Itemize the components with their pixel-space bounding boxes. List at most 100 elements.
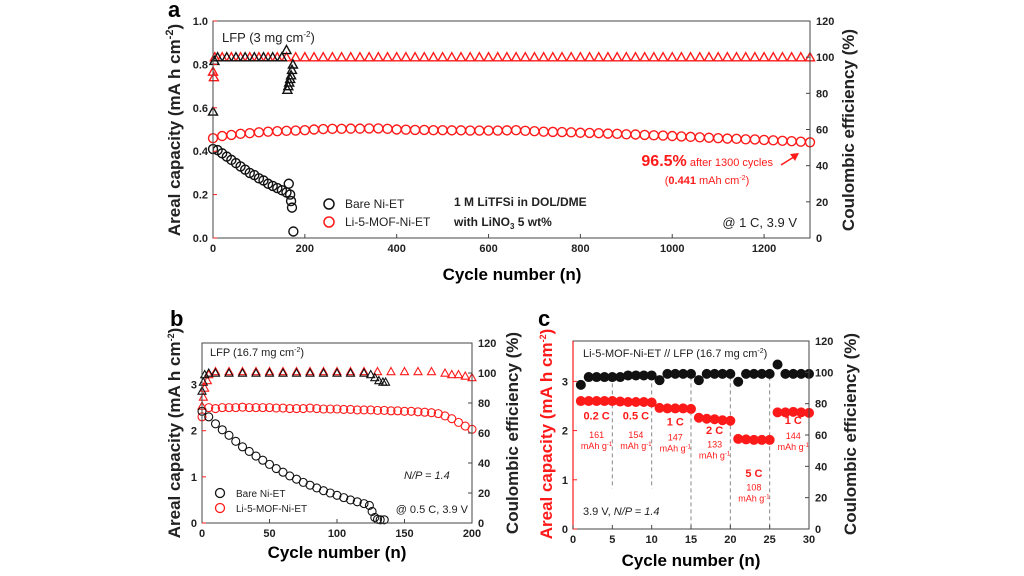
data-point xyxy=(654,375,665,386)
data-point xyxy=(285,195,297,207)
x-tick-label: 15 xyxy=(685,534,697,546)
data-point xyxy=(731,133,742,145)
data-point xyxy=(224,430,234,440)
legend-a: Bare Ni-ET Li-5-MOF-Ni-ET xyxy=(323,197,431,229)
data-point-triangle xyxy=(237,367,248,377)
data-point xyxy=(772,359,783,370)
data-point xyxy=(409,124,421,136)
data-point xyxy=(740,134,751,145)
data-point xyxy=(703,132,715,143)
data-point xyxy=(244,127,255,139)
data-point xyxy=(453,417,464,427)
y-right-tick-label: 40 xyxy=(478,458,490,470)
data-point-triangle xyxy=(574,51,587,62)
y-right-tick-label: 100 xyxy=(478,368,496,380)
retention-label-a: 96.5% after 1300 cycles xyxy=(641,153,773,170)
data-point xyxy=(352,497,362,507)
data-point-triangle xyxy=(318,367,329,377)
data-point-triangle xyxy=(740,51,752,62)
y-right-tick-label: 100 xyxy=(816,52,834,64)
data-point-triangle xyxy=(629,51,642,62)
data-point xyxy=(788,406,799,417)
data-point xyxy=(709,368,720,379)
data-point xyxy=(741,434,752,445)
data-point xyxy=(630,397,641,408)
data-point xyxy=(370,512,380,523)
electrolyte-label-a: 1 M LiTFSi in DOL/DME xyxy=(454,195,587,209)
data-point-triangle xyxy=(208,71,220,82)
y-left-tick-label: 2 xyxy=(191,426,197,438)
y-right-tick-label: 0 xyxy=(815,524,821,536)
data-point-triangle xyxy=(372,366,383,376)
data-point-triangle xyxy=(291,367,302,377)
y-left-tick-label: 0.6 xyxy=(193,103,208,115)
data-point-triangle xyxy=(427,51,440,62)
data-point xyxy=(278,403,288,413)
data-point-triangle xyxy=(332,366,342,376)
x-tick-label: 0 xyxy=(570,534,576,546)
data-point xyxy=(722,133,733,144)
legend-label-mof: Li-5-MOF-Ni-ET xyxy=(236,504,307,515)
data-point xyxy=(772,407,783,418)
y-right-tick-label: 60 xyxy=(478,428,490,440)
data-point-triangle xyxy=(721,51,734,62)
y-left-tick-label: 0 xyxy=(562,524,568,536)
data-point-triangle xyxy=(446,51,458,62)
legend-b: Bare Ni-ET Li-5-MOF-Ni-ET xyxy=(214,487,307,515)
data-point xyxy=(366,405,376,415)
data-point xyxy=(437,124,448,136)
data-point-triangle xyxy=(409,51,421,62)
data-point-triangle xyxy=(326,51,339,62)
data-point xyxy=(529,126,540,137)
data-point xyxy=(379,515,389,525)
data-point-triangle xyxy=(418,51,430,62)
data-point-triangle xyxy=(426,366,437,376)
data-point-triangle xyxy=(373,375,384,385)
data-point xyxy=(686,403,696,414)
data-point-triangle xyxy=(666,51,678,62)
data-point-triangle xyxy=(675,51,688,62)
data-point xyxy=(332,404,342,414)
data-point xyxy=(611,128,623,140)
data-point-triangle xyxy=(638,51,651,62)
y-axis-left-label-a: Areal capacity (mA h cm-2) xyxy=(164,24,184,236)
data-point xyxy=(638,397,649,408)
data-point xyxy=(345,123,356,134)
data-point-triangle xyxy=(285,69,297,80)
legend-label-bare: Bare Ni-ET xyxy=(345,197,405,211)
y-right-tick-label: 40 xyxy=(816,161,828,173)
data-point-triangle xyxy=(210,366,221,376)
specific-capacity-unit: mAh g-1 xyxy=(660,443,692,453)
data-point xyxy=(795,136,807,147)
data-point-triangle xyxy=(694,51,706,62)
data-point-triangle xyxy=(528,51,541,62)
data-point xyxy=(788,368,799,379)
data-point xyxy=(583,396,594,407)
data-point-triangle xyxy=(464,51,476,62)
data-point xyxy=(749,134,761,145)
data-point-triangle xyxy=(345,367,356,377)
data-point-triangle xyxy=(620,51,632,62)
data-point-triangle xyxy=(510,51,522,62)
data-point xyxy=(599,372,610,383)
data-point-triangle xyxy=(211,51,224,62)
data-point xyxy=(399,406,410,416)
data-point xyxy=(406,406,416,416)
data-point xyxy=(244,403,254,413)
data-point-triangle xyxy=(278,367,288,377)
y-axis-right-label-b: Coulombic efficiency (%) xyxy=(503,332,522,534)
data-point-triangle xyxy=(776,51,789,62)
x-tick-label: 150 xyxy=(395,528,413,540)
data-point xyxy=(667,130,678,142)
data-point xyxy=(556,126,568,138)
data-point-triangle xyxy=(400,51,412,62)
data-point-triangle xyxy=(767,51,779,62)
data-point xyxy=(780,368,791,379)
y-left-tick-label: 1 xyxy=(562,475,568,487)
y-axis-left-label-c: Areal capacity (mA h cm-2) xyxy=(537,329,556,540)
data-point xyxy=(694,132,705,143)
data-point xyxy=(224,403,234,413)
data-point xyxy=(693,412,704,423)
data-point-triangle xyxy=(399,366,410,376)
data-point xyxy=(210,419,221,429)
